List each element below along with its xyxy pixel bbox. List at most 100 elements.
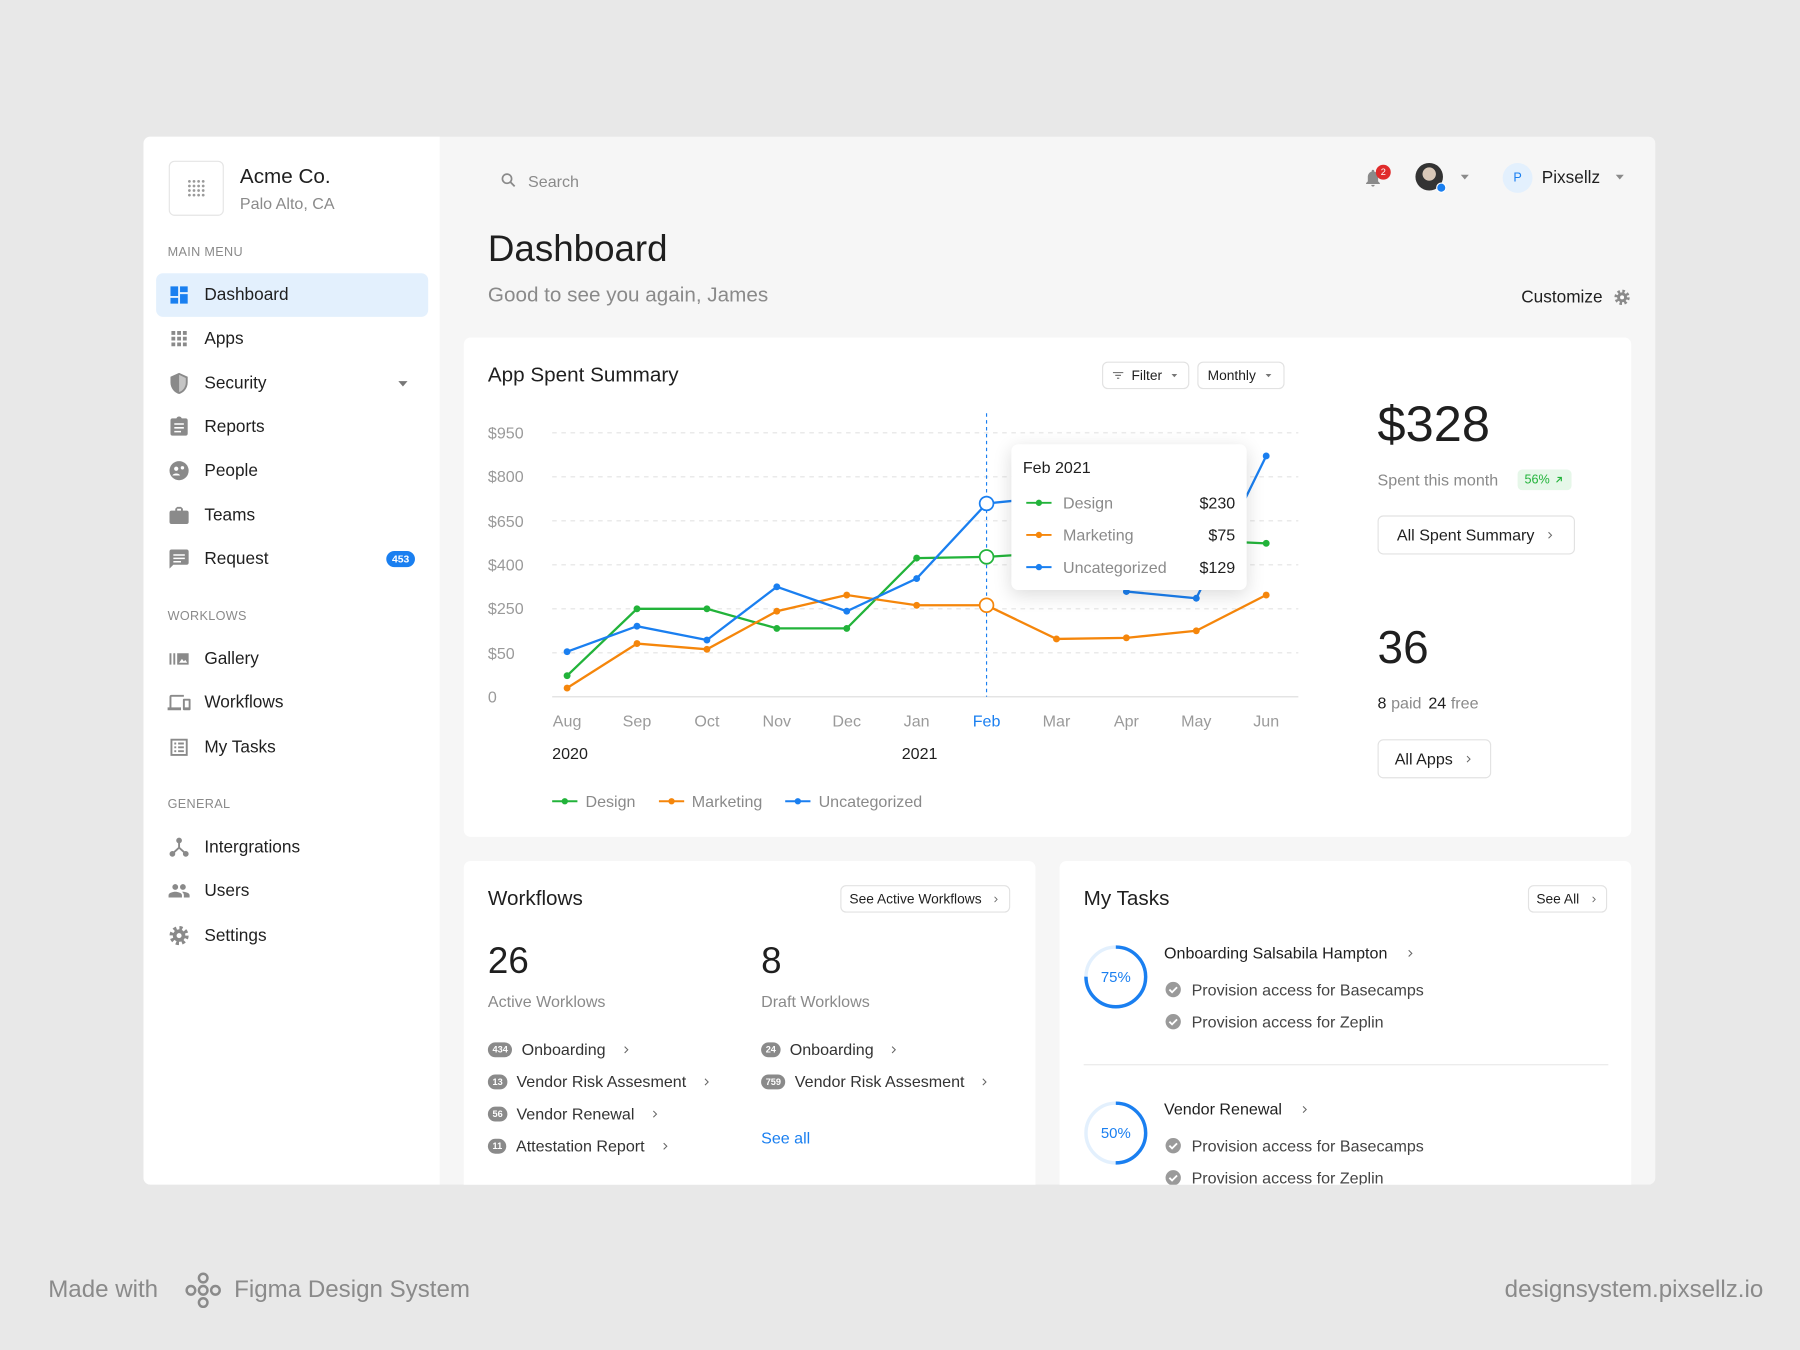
nav-label: Teams (204, 505, 256, 525)
legend-item[interactable]: Design (552, 789, 636, 814)
free-count: 24 (1428, 693, 1447, 712)
legend-item[interactable]: Uncategorized (785, 789, 922, 814)
y-tick-label: $650 (487, 511, 524, 530)
workflow-chevron (652, 1109, 657, 1118)
button-chevron (1547, 531, 1552, 539)
nav-icon (169, 925, 189, 945)
workflow-label: Onboarding (521, 1040, 606, 1059)
workflow-chevron (704, 1077, 709, 1085)
nav-item[interactable] (156, 317, 428, 361)
legend-item[interactable]: Marketing (658, 789, 762, 814)
workflow-link: See all (761, 1128, 811, 1147)
workflow-badge: 13 (487, 1073, 508, 1089)
workflow-badge: 759 (761, 1073, 786, 1089)
nav-item[interactable] (156, 405, 428, 449)
workflow-label: Attestation Report (515, 1136, 645, 1155)
chart-control[interactable]: Filter (1102, 361, 1190, 390)
nav-icon (170, 372, 188, 394)
workflows-button[interactable]: See Active Workflows (840, 885, 1011, 913)
y-tick-label: $400 (487, 555, 524, 574)
task-chevron (1407, 949, 1413, 957)
nav-item[interactable] (156, 361, 428, 405)
nav-item[interactable] (156, 637, 428, 681)
data-point (563, 648, 571, 656)
x-year-label: 2020 (552, 743, 588, 763)
tasks-button[interactable]: See All (1527, 885, 1608, 913)
data-point (1192, 594, 1200, 602)
tooltip-swatch (1026, 499, 1052, 506)
nav-label: Settings (204, 925, 267, 945)
workflow-item[interactable]: 56 Vendor Renewal (487, 1104, 661, 1123)
highlight-point (978, 597, 995, 614)
nav-icon (170, 738, 188, 756)
divider (1083, 1064, 1609, 1066)
data-point (633, 605, 641, 613)
chart-control[interactable]: Monthly (1197, 361, 1285, 390)
free-label: free (1450, 693, 1479, 712)
section-title: MAIN MENU (167, 245, 243, 260)
nav-label: People (204, 461, 258, 481)
workflow-item[interactable]: 434 Onboarding (487, 1040, 632, 1059)
control-label: Monthly (1207, 367, 1256, 384)
workflow-label: Vendor Risk Assesment (794, 1072, 965, 1091)
workflow-label: Vendor Renewal (516, 1104, 635, 1123)
progress-label: 50% (1100, 1124, 1131, 1142)
task-title[interactable]: Onboarding Salsabila Hampton (1164, 944, 1416, 962)
workflow-item[interactable]: 13 Vendor Risk Assesment (487, 1072, 713, 1091)
tooltip-swatch (1026, 531, 1052, 539)
subtask-label: Provision access for Basecamps (1191, 980, 1424, 999)
nav-icon (170, 416, 188, 436)
apps-button[interactable]: All Apps (1377, 739, 1492, 779)
nav-item[interactable] (156, 725, 428, 769)
page-subtitle: Good to see you again, James (487, 282, 769, 306)
paid-label: paid (1391, 693, 1422, 712)
x-tick-label: Nov (762, 711, 792, 731)
workflow-item[interactable]: 759 Vendor Risk Assesment (761, 1072, 991, 1091)
nav-item[interactable] (156, 493, 428, 537)
nav-label: Users (204, 881, 250, 901)
nav-label: Intergrations (204, 837, 301, 857)
paid-count: 8 (1377, 693, 1387, 712)
nav-icon (170, 286, 188, 304)
nav-item[interactable] (156, 273, 429, 317)
x-tick-label: Dec (832, 711, 862, 731)
data-point (633, 640, 641, 648)
nav-icon (167, 695, 191, 711)
spend-button[interactable]: All Spent Summary (1377, 515, 1575, 555)
nav-item[interactable] (156, 449, 428, 493)
task-title-label: Vendor Renewal (1164, 1099, 1282, 1119)
x-tick-label: Jan (903, 711, 930, 731)
data-point (913, 601, 921, 609)
subtask-label: Provision access for Zeplin (1191, 1168, 1384, 1187)
account-caret (1615, 174, 1624, 180)
task-title[interactable]: Vendor Renewal (1164, 1100, 1311, 1118)
spend-label: Spent this month (1377, 470, 1499, 490)
data-point (633, 622, 641, 630)
workflow-item[interactable]: 11 Attestation Report (487, 1136, 671, 1155)
control-caret (1265, 373, 1272, 378)
x-tick-label: Sep (622, 711, 652, 731)
nav-icon (169, 461, 189, 481)
tasks-title: My Tasks (1083, 886, 1170, 910)
section-title: GENERAL (167, 797, 231, 812)
y-tick-label: $250 (487, 599, 524, 618)
nav-item[interactable] (156, 869, 428, 913)
button-label: All Apps (1394, 749, 1453, 768)
data-point (773, 583, 781, 591)
tooltip-name: Uncategorized (1063, 557, 1167, 577)
nav-icon (171, 331, 187, 347)
workflow-label: Onboarding (789, 1040, 874, 1059)
avatar-status (1436, 182, 1447, 193)
x-tick-label: May (1181, 711, 1212, 731)
nav-label: Apps (204, 329, 244, 349)
nav-item[interactable] (156, 913, 428, 957)
workflow-item[interactable]: 24 Onboarding (761, 1040, 900, 1058)
button-label: See All (1536, 890, 1580, 907)
nav-caret (398, 380, 408, 387)
workflow-chevron (982, 1077, 987, 1085)
search-icon (501, 173, 516, 188)
nav-item[interactable] (156, 681, 428, 725)
brand-logo[interactable] (168, 160, 224, 216)
change-arrow (1556, 476, 1562, 483)
legend: Design Marketing Uncategorized (552, 789, 922, 814)
